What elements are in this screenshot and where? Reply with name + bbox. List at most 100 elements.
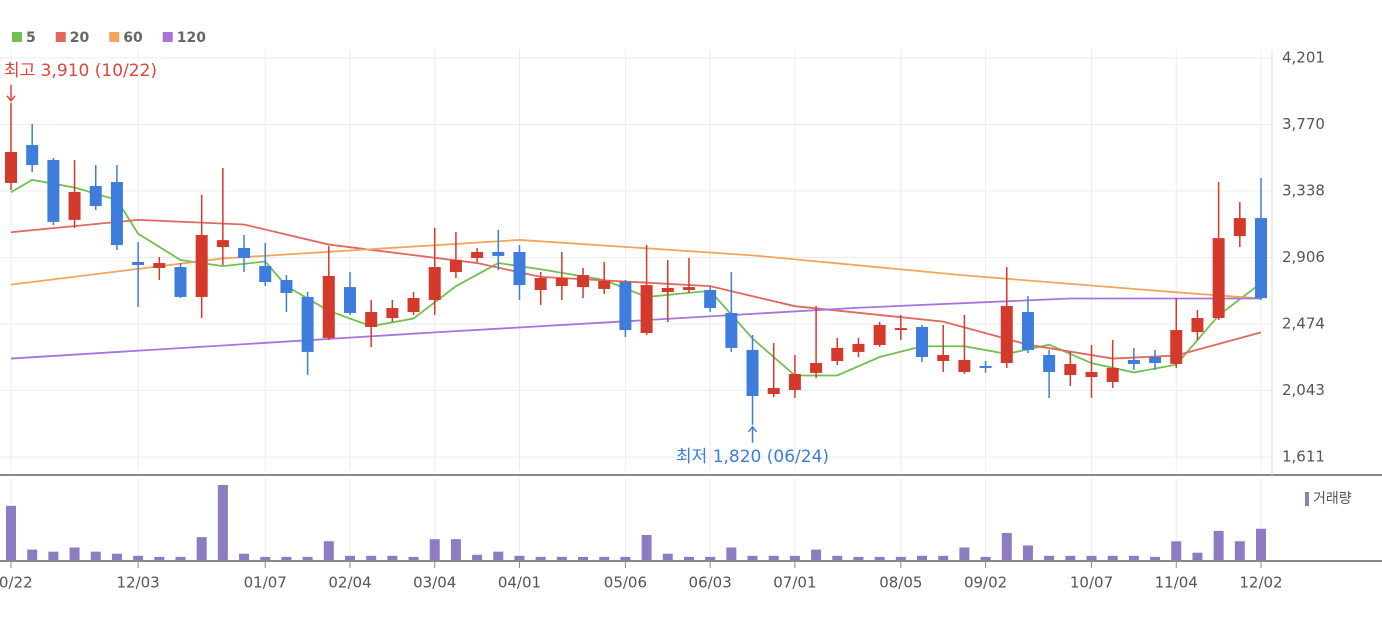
- volume-bar: [535, 556, 546, 560]
- candle-body: [810, 363, 823, 373]
- candle-body: [725, 312, 738, 348]
- legend-label: 20: [70, 30, 90, 46]
- volume-bar: [429, 539, 440, 560]
- volume-bar: [217, 485, 228, 560]
- volume-bar: [832, 555, 843, 560]
- volume-bar: [917, 555, 928, 560]
- y-tick-label: 3,338: [1282, 181, 1325, 199]
- candle-body: [619, 281, 632, 331]
- x-tick-label: 02/04: [328, 574, 371, 592]
- legend-swatch: [162, 32, 173, 42]
- volume-bar: [450, 539, 461, 560]
- volume-bar: [48, 551, 59, 560]
- volume-bar: [1192, 552, 1203, 560]
- x-tick-label: 12/02: [1239, 574, 1282, 592]
- volume-bar: [366, 555, 377, 560]
- volume-bar: [175, 556, 186, 560]
- legend-label: 120: [177, 30, 206, 46]
- volume-bar: [408, 556, 419, 560]
- candle-body: [1191, 318, 1204, 333]
- candle-body: [661, 288, 674, 293]
- candle-body: [386, 308, 399, 319]
- candle-body: [831, 347, 844, 362]
- volume-bar: [620, 556, 631, 560]
- volume-bar: [853, 556, 864, 560]
- volume-bar: [599, 556, 610, 560]
- volume-bar: [980, 556, 991, 560]
- candle-body: [110, 182, 123, 246]
- volume-bar: [662, 553, 673, 560]
- x-tick-label: 11/04: [1155, 574, 1198, 592]
- candle-body: [555, 277, 568, 286]
- candle-body: [598, 280, 611, 289]
- candle-body: [852, 343, 865, 352]
- volume-bar: [90, 551, 101, 560]
- volume-bar: [895, 556, 906, 560]
- legend-swatch: [55, 32, 66, 42]
- x-tick-label: 01/07: [244, 574, 287, 592]
- volume-bar: [683, 556, 694, 560]
- candle-body: [1106, 367, 1119, 382]
- volume-bar: [959, 547, 970, 560]
- y-tick-label: 3,770: [1282, 115, 1325, 133]
- x-tick-label: 06/03: [689, 574, 732, 592]
- x-tick-label: 12/03: [117, 574, 160, 592]
- volume-bar: [1107, 555, 1118, 560]
- volume-bar: [747, 555, 758, 560]
- annotation-arrowhead: [6, 95, 16, 103]
- volume-bar: [641, 535, 652, 560]
- candle-body: [174, 267, 187, 297]
- candle-body: [894, 328, 907, 331]
- x-tick-label: 03/04: [413, 574, 456, 592]
- candle-body: [1127, 359, 1140, 364]
- volume-bar: [726, 547, 737, 560]
- candle-body: [513, 251, 526, 286]
- candle-body: [1064, 363, 1077, 376]
- candle-body: [259, 265, 272, 282]
- candle-body: [153, 263, 166, 268]
- volume-bar: [154, 556, 165, 560]
- candle-body: [26, 145, 39, 166]
- x-tick-label: 05/06: [604, 574, 647, 592]
- candle-body: [1043, 355, 1056, 372]
- volume-bar: [27, 549, 38, 560]
- volume-bar: [789, 555, 800, 560]
- candle-body: [534, 277, 547, 291]
- candle-body: [1085, 371, 1098, 378]
- candle-body: [89, 186, 102, 207]
- legend-label: 60: [123, 30, 143, 46]
- legend-label: 5: [26, 30, 36, 46]
- volume-bar: [874, 556, 885, 560]
- candle-body: [958, 359, 971, 372]
- volume-bar: [514, 555, 525, 560]
- candle-body: [746, 349, 759, 396]
- volume-bar: [556, 556, 567, 560]
- volume-bar: [1022, 545, 1033, 560]
- candle-body: [788, 373, 801, 390]
- volume-bar: [196, 537, 207, 560]
- volume-bar: [705, 556, 716, 560]
- candle-body: [767, 387, 780, 394]
- volume-bar: [768, 555, 779, 560]
- candle-body: [471, 251, 484, 258]
- volume-bar: [239, 553, 250, 560]
- volume-bar: [1256, 528, 1266, 560]
- y-tick-label: 1,611: [1282, 448, 1325, 466]
- volume-bar: [938, 555, 949, 560]
- candle-body: [640, 285, 653, 333]
- legend-swatch: [12, 32, 22, 42]
- candle-body: [1149, 357, 1162, 364]
- y-tick-label: 4,201: [1282, 49, 1325, 67]
- volume-label: 거래량: [1313, 491, 1352, 507]
- volume-bar: [1171, 541, 1182, 560]
- candle-body: [449, 259, 462, 272]
- volume-bar: [323, 541, 334, 560]
- volume-bar: [133, 555, 144, 560]
- candle-body: [238, 247, 251, 258]
- legend-swatch: [1305, 492, 1309, 506]
- candle-body: [195, 235, 208, 297]
- y-tick-label: 2,043: [1282, 381, 1325, 399]
- y-tick-label: 2,474: [1282, 315, 1325, 333]
